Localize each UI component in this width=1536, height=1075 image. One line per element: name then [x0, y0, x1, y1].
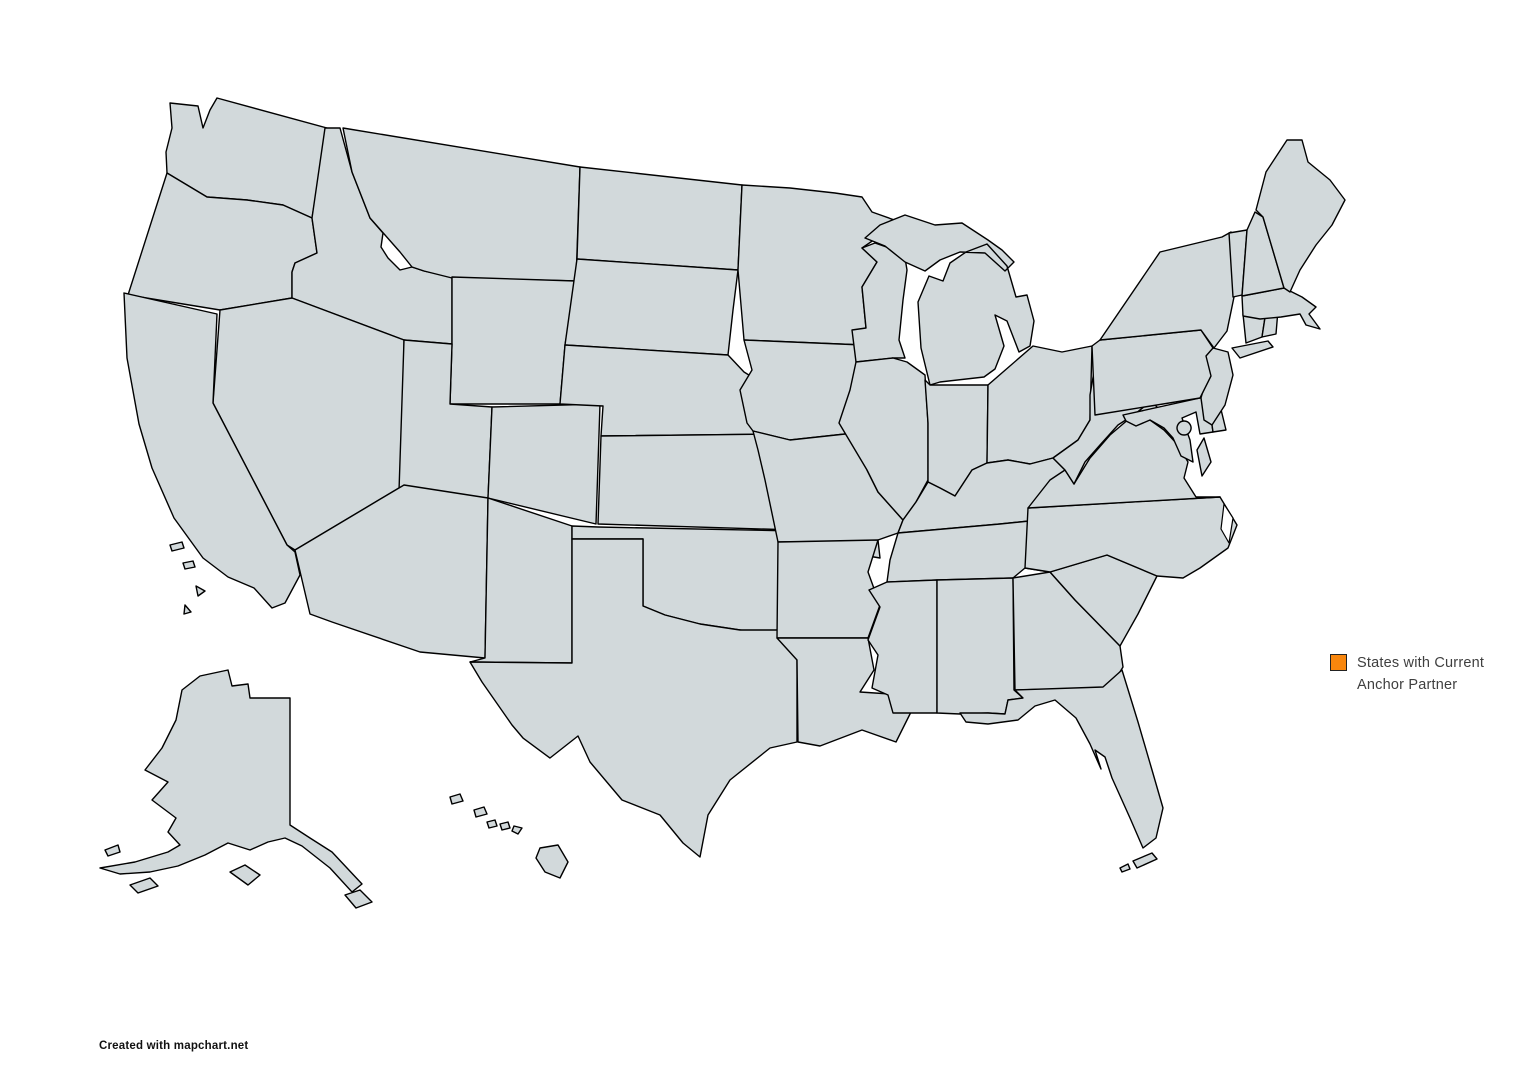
state-colorado[interactable] [487, 403, 601, 525]
state-north-dakota[interactable] [576, 166, 743, 271]
state-hawaii[interactable] [449, 793, 569, 879]
state-california[interactable] [123, 292, 301, 615]
state-arkansas[interactable] [776, 539, 881, 639]
state-louisiana[interactable] [776, 637, 913, 747]
state-florida[interactable] [959, 669, 1164, 873]
state-alabama[interactable] [936, 577, 1024, 715]
state-massachusetts[interactable] [1241, 287, 1321, 330]
states-layer [99, 97, 1346, 909]
outer-banks-sound [1220, 503, 1234, 544]
state-district-of-columbia[interactable] [1176, 420, 1192, 436]
state-alaska[interactable] [99, 669, 373, 909]
state-south-dakota[interactable] [564, 258, 739, 356]
state-texas[interactable] [469, 538, 798, 858]
state-wyoming[interactable] [449, 276, 577, 405]
state-maine[interactable] [1255, 139, 1346, 293]
legend-label-line2: Anchor Partner [1357, 677, 1458, 693]
state-michigan[interactable] [864, 214, 1035, 386]
legend: States with Current Anchor Partner [1330, 652, 1484, 696]
attribution-text: Created with mapchart.net [99, 1040, 249, 1052]
legend-label-line1: States with Current [1357, 655, 1485, 671]
legend-label: States with Current Anchor Partner [1357, 652, 1484, 696]
legend-swatch [1330, 654, 1347, 671]
